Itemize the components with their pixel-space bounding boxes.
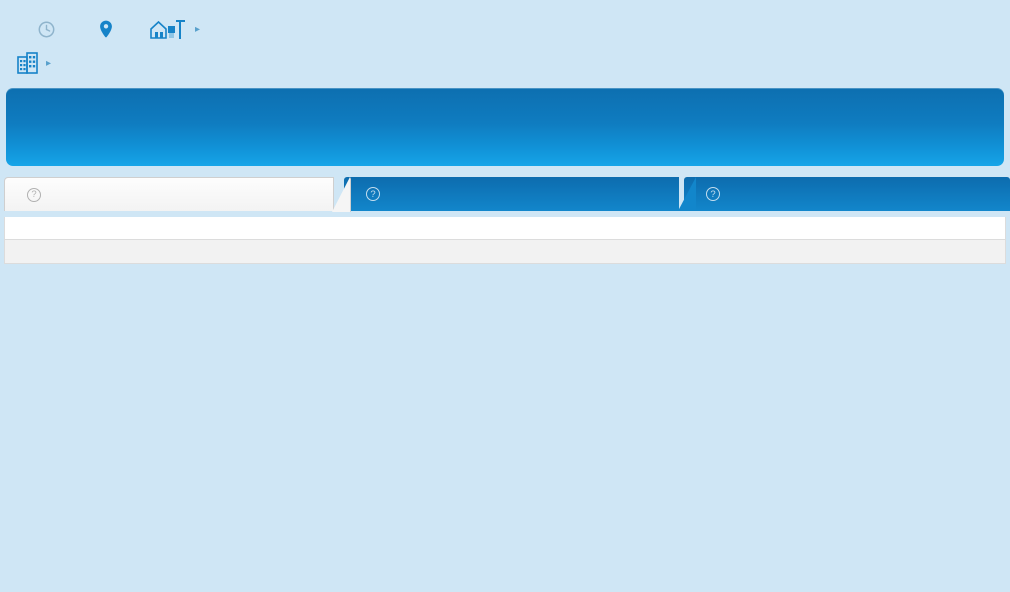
bullet-arrow-icon: ▸ <box>195 23 201 35</box>
tab-forecast-6-days[interactable]: ? <box>4 177 334 211</box>
header-secondary-row[interactable]: ▸ <box>10 48 1000 78</box>
tab-forecast-1-day[interactable]: ? <box>684 177 1010 211</box>
help-icon-3-days[interactable]: ? <box>366 187 380 201</box>
clock-icon <box>38 21 55 38</box>
tab-forecast-3-days[interactable]: ? <box>344 177 696 211</box>
forecast-tabs: ? ? ? <box>4 177 1010 217</box>
map-pin-icon <box>99 20 113 38</box>
current-conditions-banner <box>6 88 1004 166</box>
bullet-arrow-icon-2: ▸ <box>46 57 52 69</box>
help-icon-1-day[interactable]: ? <box>706 187 720 201</box>
page-header: ▸ <box>0 0 1010 82</box>
weather-station-icon <box>149 18 189 40</box>
forecast-table-wrapper <box>4 239 1006 240</box>
forecast-summary <box>4 217 1006 239</box>
help-icon-6-days[interactable]: ? <box>27 187 41 202</box>
building-icon <box>16 51 40 75</box>
map-link-block[interactable] <box>99 20 119 38</box>
local-time-block <box>38 21 67 38</box>
station-archive-block[interactable]: ▸ <box>149 18 208 40</box>
expand-table-bar[interactable] <box>4 240 1006 264</box>
header-primary-row: ▸ <box>10 12 1000 46</box>
